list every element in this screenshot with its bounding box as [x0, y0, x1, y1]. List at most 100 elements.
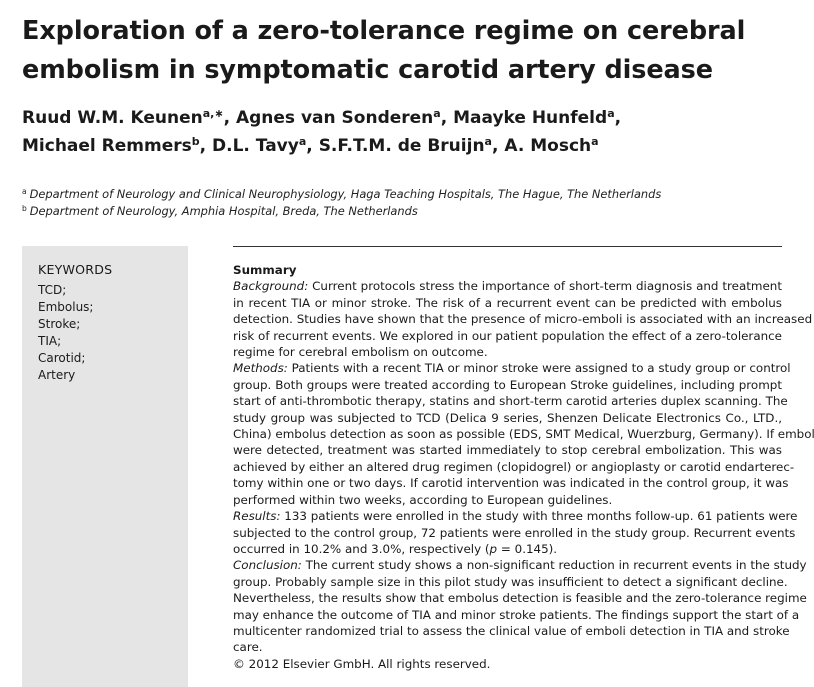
- abstract-inline-italic: p: [489, 541, 498, 556]
- abstract-line-text: achieved by either an altered drug regim…: [233, 459, 795, 474]
- abstract-line-text: group. Both groups were treated accordin…: [233, 377, 782, 392]
- author-separator: ,: [491, 136, 505, 156]
- abstract-line-text: The current study shows a non-significan…: [301, 558, 807, 573]
- author-separator: ,: [614, 108, 622, 128]
- summary-heading: Summary: [233, 263, 297, 277]
- abstract-section-label: Methods:: [233, 361, 288, 376]
- keywords-heading: KEYWORDS: [38, 262, 113, 277]
- keywords-list: TCD; Embolus; Stroke; TIA; Carotid; Arte…: [38, 282, 93, 384]
- summary-top-rule: [233, 246, 782, 247]
- abstract-line-text: China) embolus detection as soon as poss…: [233, 427, 814, 442]
- author-affiliation-mark: a: [433, 107, 441, 120]
- abstract-line-text: start of anti-thrombotic therapy, statin…: [233, 394, 788, 409]
- abstract-line: tomy within one or two days. If carotid …: [233, 475, 789, 491]
- abstract-line-text: Current protocols stress the importance …: [308, 279, 782, 294]
- abstract-line-text: performed within two weeks, according to…: [233, 492, 613, 507]
- author-separator: ,: [440, 108, 454, 128]
- abstract-line: care.: [233, 639, 782, 655]
- keyword-item: Artery: [38, 368, 76, 382]
- abstract-line-text: regime for cerebral embolism on outcome.: [233, 345, 488, 360]
- abstract-line: start of anti-thrombotic therapy, statin…: [233, 393, 788, 409]
- abstract-line-text: 133 patients were enrolled in the study …: [280, 509, 798, 524]
- author-name: Maayke Hunfeld: [453, 108, 608, 128]
- abstract-line: Background: Current protocols stress the…: [233, 278, 782, 294]
- abstract-line: multicenter randomized trial to assess t…: [233, 623, 790, 639]
- abstract-line-text: Patients with a recent TIA or minor stro…: [287, 361, 791, 376]
- abstract-line-text: risk of recurrent events. We explored in…: [233, 328, 782, 343]
- abstract-line: risk of recurrent events. We explored in…: [233, 328, 782, 344]
- abstract-line: performed within two weeks, according to…: [233, 492, 782, 508]
- author-affiliation-mark: a: [484, 135, 492, 148]
- abstract-line-text: multicenter randomized trial to assess t…: [233, 623, 790, 638]
- abstract-line: achieved by either an altered drug regim…: [233, 459, 794, 475]
- article-title: Exploration of a zero-tolerance regime o…: [22, 12, 802, 90]
- author-separator: ,: [223, 108, 236, 128]
- author-affiliation-mark: a: [607, 107, 615, 120]
- keyword-item: Carotid;: [38, 351, 86, 365]
- affiliation-a: a Department of Neurology and Clinical Ne…: [22, 186, 802, 203]
- author-separator: ,: [306, 136, 319, 156]
- abstract-line: © 2012 Elsevier GmbH. All rights reserve…: [233, 656, 782, 672]
- abstract-line: group. Both groups were treated accordin…: [233, 377, 782, 393]
- abstract-line-text: in recent TIA or minor stroke. The risk …: [233, 295, 782, 310]
- abstract-line-text: tomy within one or two days. If carotid …: [233, 476, 789, 491]
- abstract-section-label: Conclusion:: [233, 558, 302, 573]
- abstract-line: Methods: Patients with a recent TIA or m…: [233, 360, 791, 376]
- keywords-panel: KEYWORDS TCD; Embolus; Stroke; TIA; Caro…: [22, 246, 188, 687]
- abstract-line-tail: = 0.145).: [497, 541, 558, 556]
- author-list: Ruud W.M. Keunena,∗, Agnes van Sonderena…: [22, 104, 802, 160]
- author-name: Agnes van Sonderen: [235, 108, 434, 128]
- abstract-line: regime for cerebral embolism on outcome.: [233, 344, 782, 360]
- author-separator: ,: [199, 136, 213, 156]
- author-affiliation-mark: a: [591, 135, 599, 148]
- affiliation-mark: a: [22, 187, 27, 196]
- author-name: Ruud W.M. Keunen: [22, 108, 203, 128]
- author-name: S.F.T.M. de Bruijn: [318, 136, 485, 156]
- keyword-item: TIA;: [38, 334, 62, 348]
- affiliation-mark: b: [22, 204, 27, 213]
- abstract-line-text: were detected, treatment was started imm…: [233, 443, 782, 458]
- abstract-line: Nevertheless, the results show that embo…: [233, 590, 807, 606]
- author-affiliation-mark: a,∗: [202, 107, 224, 120]
- keyword-item: Embolus;: [38, 300, 94, 314]
- abstract-line: Results: 133 patients were enrolled in t…: [233, 508, 797, 524]
- author-name: A. Mosch: [504, 136, 592, 156]
- abstract-line-text: © 2012 Elsevier GmbH. All rights reserve…: [233, 656, 491, 671]
- author-name: D.L. Tavy: [212, 136, 299, 156]
- abstract-section-label: Results:: [233, 509, 281, 524]
- affiliation-text: Department of Neurology, Amphia Hospital…: [29, 204, 418, 218]
- author-affiliation-mark: b: [191, 135, 200, 148]
- abstract-line-text: subjected to the control group, 72 patie…: [233, 525, 796, 540]
- abstract-line: subjected to the control group, 72 patie…: [233, 525, 795, 541]
- affiliation-text: Department of Neurology and Clinical Neu…: [29, 187, 662, 201]
- abstract-section-label: Background:: [233, 279, 309, 294]
- abstract-line-text: detection. Studies have shown that the p…: [233, 312, 813, 327]
- affiliation-b: b Department of Neurology, Amphia Hospita…: [22, 203, 802, 220]
- author-line-2: Michael Remmersb, D.L. Tavya, S.F.T.M. d…: [22, 132, 802, 160]
- abstract-line: Conclusion: The current study shows a no…: [233, 557, 807, 573]
- author-affiliation-mark: a: [298, 135, 307, 148]
- abstract-line: detection. Studies have shown that the p…: [233, 311, 812, 327]
- abstract-line-text: study group was subjected to TCD (Delica…: [233, 410, 782, 425]
- affiliation-list: a Department of Neurology and Clinical Ne…: [22, 186, 802, 220]
- abstract-line: in recent TIA or minor stroke. The risk …: [233, 295, 782, 311]
- abstract-line: may enhance the outcome of TIA and minor…: [233, 607, 799, 623]
- author-name: Michael Remmers: [22, 136, 192, 156]
- keyword-item: Stroke;: [38, 317, 81, 331]
- abstract-line-text: occurred in 10.2% and 3.0%, respectively…: [233, 541, 490, 556]
- abstract-line: were detected, treatment was started imm…: [233, 442, 782, 458]
- abstract-line-text: Nevertheless, the results show that embo…: [233, 591, 807, 606]
- title-line-1: Exploration of a zero-tolerance regime o…: [22, 16, 746, 46]
- title-line-2: embolism in symptomatic carotid artery d…: [22, 55, 713, 85]
- keyword-item: TCD;: [38, 283, 67, 297]
- abstract-line-text: care.: [233, 640, 263, 655]
- abstract-line-text: group. Probably sample size in this pilo…: [233, 574, 788, 589]
- abstract-line: study group was subjected to TCD (Delica…: [233, 410, 782, 426]
- abstract-line: occurred in 10.2% and 3.0%, respectively…: [233, 541, 782, 557]
- abstract-line: China) embolus detection as soon as poss…: [233, 426, 814, 442]
- abstract-line-text: may enhance the outcome of TIA and minor…: [233, 607, 800, 622]
- abstract-summary: Summary Background: Current protocols st…: [233, 262, 814, 672]
- abstract-line: group. Probably sample size in this pilo…: [233, 574, 788, 590]
- author-line-1: Ruud W.M. Keunena,∗, Agnes van Sonderena…: [22, 104, 802, 132]
